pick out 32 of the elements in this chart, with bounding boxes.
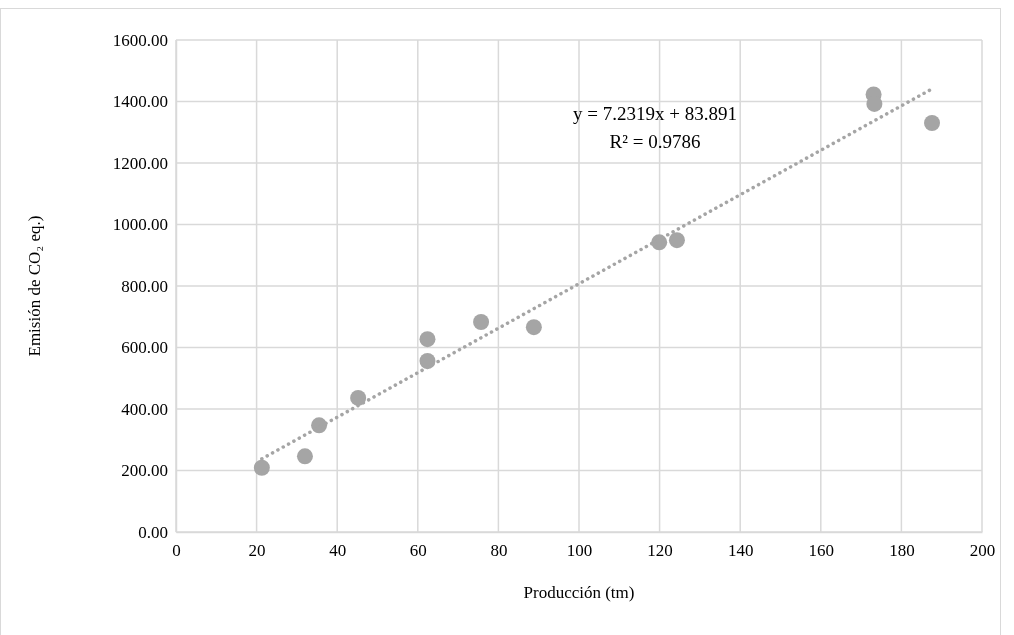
point	[473, 313, 490, 330]
annotation: y = 7.2319x + 83.891	[573, 103, 737, 124]
x-tick-label: 20	[248, 541, 266, 561]
x-axis-title: Producción (tm)	[523, 583, 635, 602]
y-tick-label: 1000.00	[112, 215, 168, 235]
x-tick-label: 40	[329, 541, 347, 561]
y-tick-label: 400.00	[121, 399, 168, 419]
y-tick-label: 1200.00	[112, 153, 168, 173]
x-tick-label: 140	[727, 541, 754, 561]
x-tick-label: 80	[490, 541, 508, 561]
y-tick-label: 1600.00	[112, 30, 168, 50]
y-tick-label: 600.00	[121, 338, 168, 358]
y-tick-label: 1400.00	[112, 92, 168, 112]
y-axis-title: Emisión de CO₂ eq.)	[25, 215, 44, 357]
y-tick-label: 0.00	[138, 522, 168, 542]
x-tick-label: 160	[808, 541, 835, 561]
point	[419, 331, 436, 348]
x-tick-label: 120	[647, 541, 673, 561]
y-tick-label: 800.00	[121, 276, 168, 296]
x-tick-label: 0	[172, 541, 181, 561]
annotation: R² = 0.9786	[609, 131, 701, 152]
y-tick-label: 200.00	[121, 461, 168, 481]
x-tick-label: 60	[409, 541, 427, 561]
point	[296, 448, 313, 465]
point	[525, 319, 542, 336]
point	[668, 232, 685, 249]
x-tick-label: 100	[566, 541, 593, 561]
point	[253, 459, 270, 476]
point	[350, 389, 367, 406]
x-tick-label: 180	[889, 541, 915, 561]
point	[924, 115, 941, 132]
x-tick-label: 200	[969, 541, 996, 561]
